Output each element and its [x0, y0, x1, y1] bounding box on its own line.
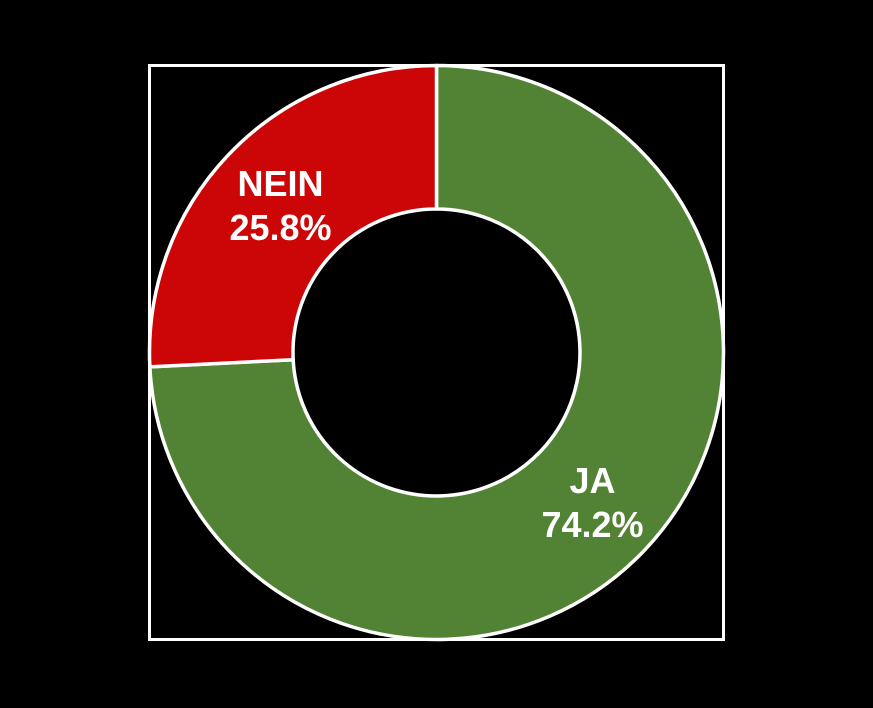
pie-slices [147, 63, 726, 642]
slice-label-nein: NEIN 25.8% [229, 163, 331, 248]
slice-labels: JA 74.2% NEIN 25.8% [229, 163, 643, 545]
slice-name-text: NEIN [237, 163, 323, 204]
slice-percent-text: 25.8% [229, 207, 331, 248]
slice-name-text: JA [569, 460, 615, 501]
pie-slice-ja [148, 63, 726, 642]
slice-percent-text: 74.2% [541, 504, 643, 545]
pie-slice-nein [147, 63, 439, 369]
slice-label-ja: JA 74.2% [541, 460, 643, 545]
